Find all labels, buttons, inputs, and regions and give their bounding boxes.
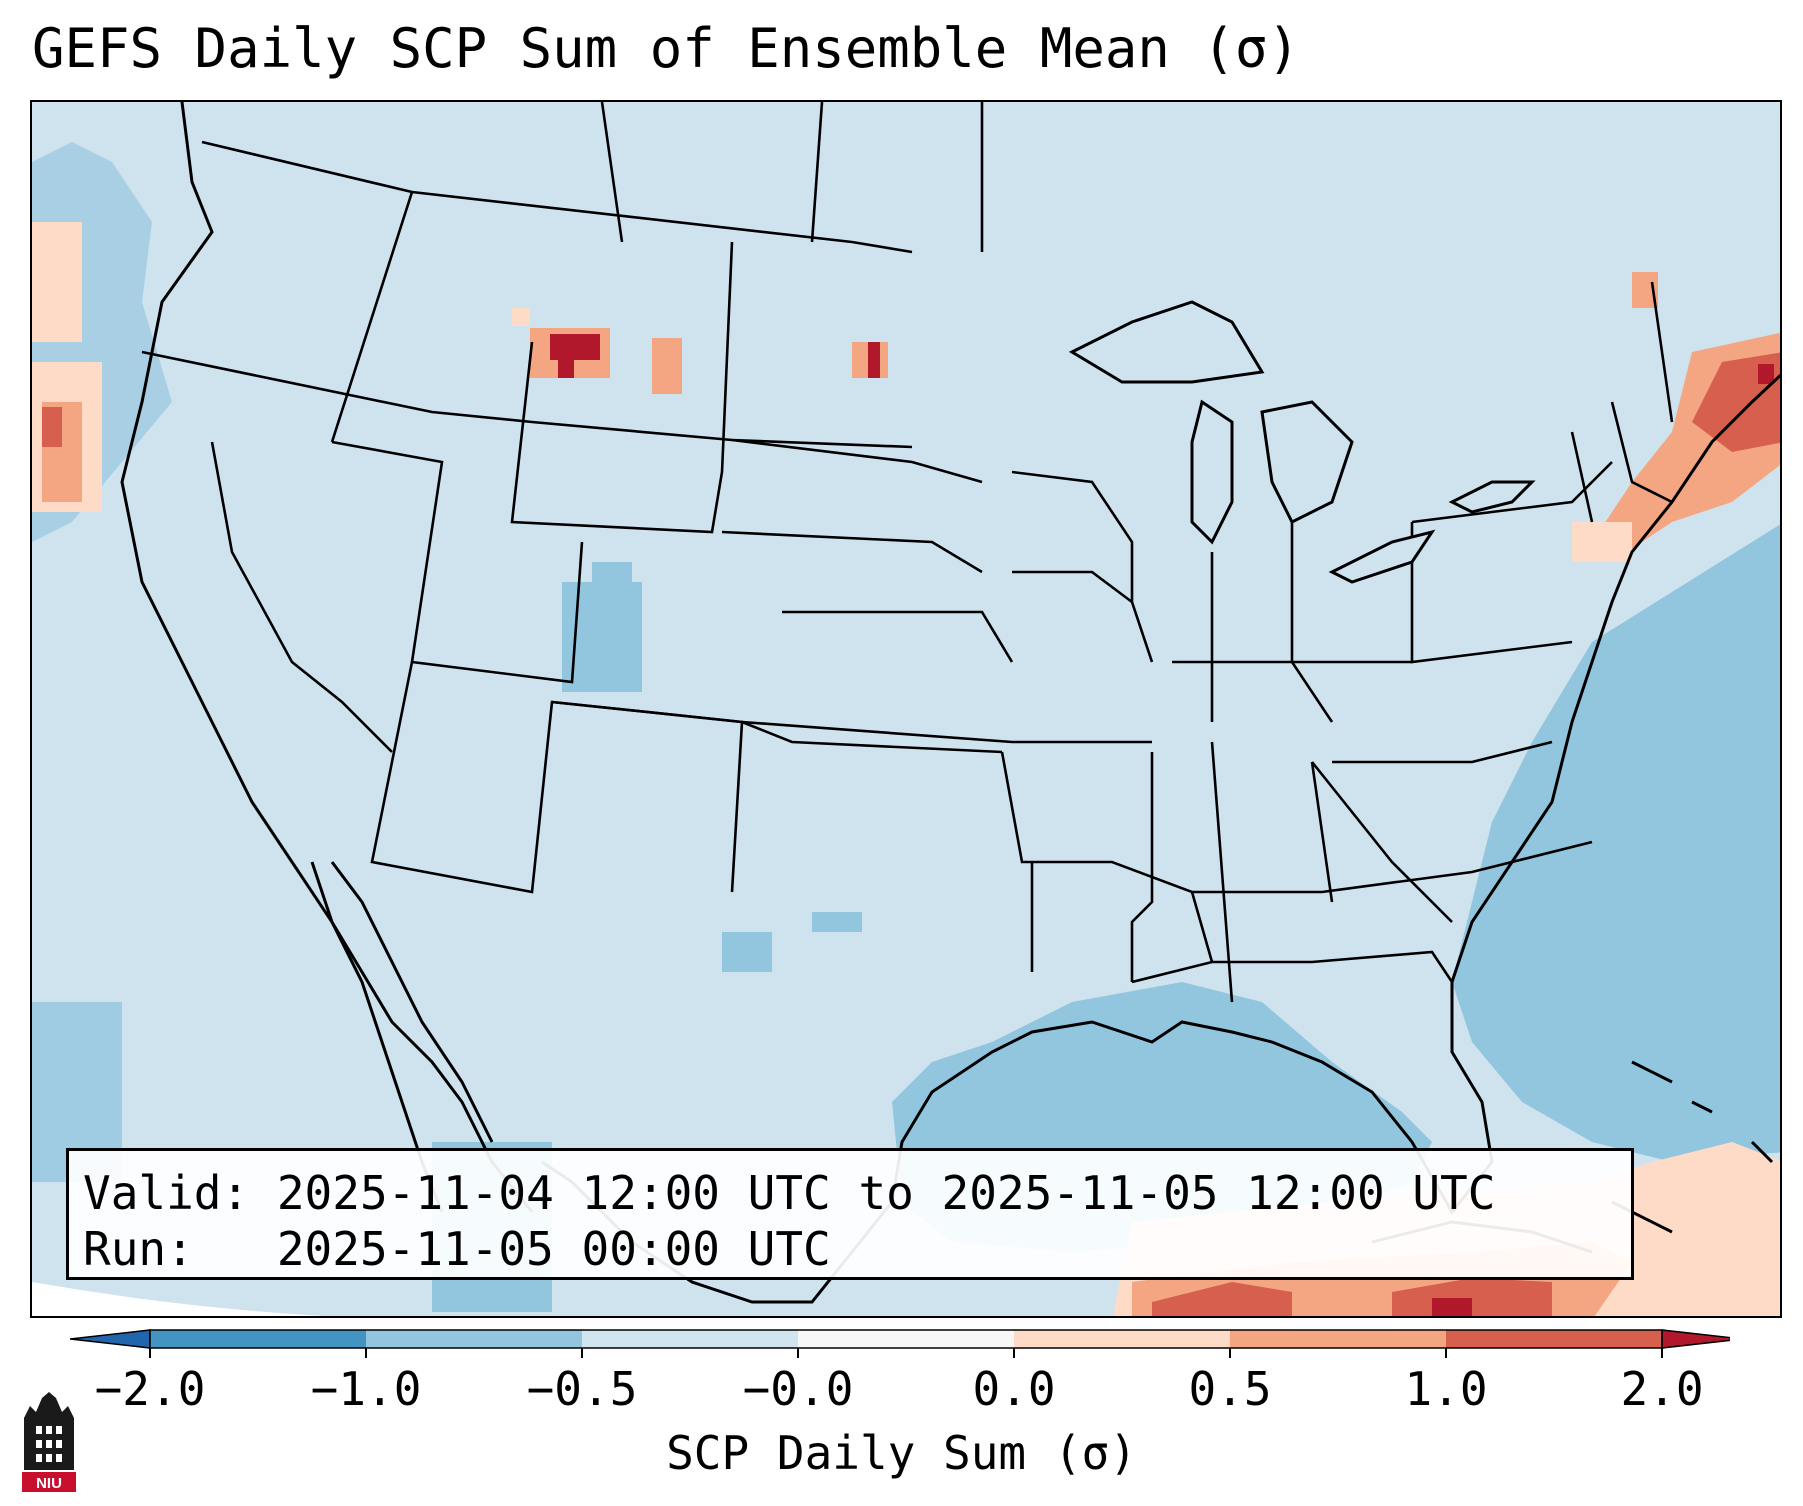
colorbar-extend-high (1661, 1329, 1730, 1349)
great-lakes (1068, 300, 1536, 584)
run-time-text: Run: 2025-11-05 00:00 UTC (83, 1222, 831, 1276)
map-canvas (32, 102, 1780, 1316)
colorbar-tick: 0.5 (1188, 1362, 1272, 1416)
state-borders (141, 102, 1674, 1003)
colorbar-tick: −2.0 (94, 1362, 206, 1416)
colorbar-bin (1014, 1330, 1230, 1348)
colorbar-bin (366, 1330, 582, 1348)
niu-logo-icon: NIU (22, 1392, 76, 1492)
colorbar-extend-low (70, 1329, 151, 1349)
colorbar-bin (1446, 1330, 1662, 1348)
colorbar-tick: 1.0 (1404, 1362, 1488, 1416)
valid-time-text: Valid: 2025-11-04 12:00 UTC to 2025-11-0… (83, 1166, 1496, 1220)
colorbar-bin (582, 1330, 798, 1348)
map-panel (30, 100, 1782, 1318)
colorbar-bin (798, 1330, 1014, 1348)
colorbar-tick: −0.0 (742, 1362, 854, 1416)
colorbar-bin (1230, 1330, 1446, 1348)
colorbar-tick: 0.0 (972, 1362, 1056, 1416)
colorbar-outline (149, 1329, 1663, 1349)
atlantic-ocean-shading (1452, 524, 1780, 1162)
colorbar-tick: −0.5 (526, 1362, 638, 1416)
colorbar-tick: −1.0 (310, 1362, 422, 1416)
colorbar-tick: 2.0 (1620, 1362, 1704, 1416)
colorbar (70, 1329, 1730, 1358)
niu-logo-text: NIU (36, 1475, 62, 1492)
map-title: GEFS Daily SCP Sum of Ensemble Mean (σ) (32, 17, 1300, 80)
colorbar-bin (150, 1330, 366, 1348)
valid-run-info-box: Valid: 2025-11-04 12:00 UTC to 2025-11-0… (66, 1148, 1634, 1280)
colorbar-label: SCP Daily Sum (σ) (666, 1426, 1137, 1480)
